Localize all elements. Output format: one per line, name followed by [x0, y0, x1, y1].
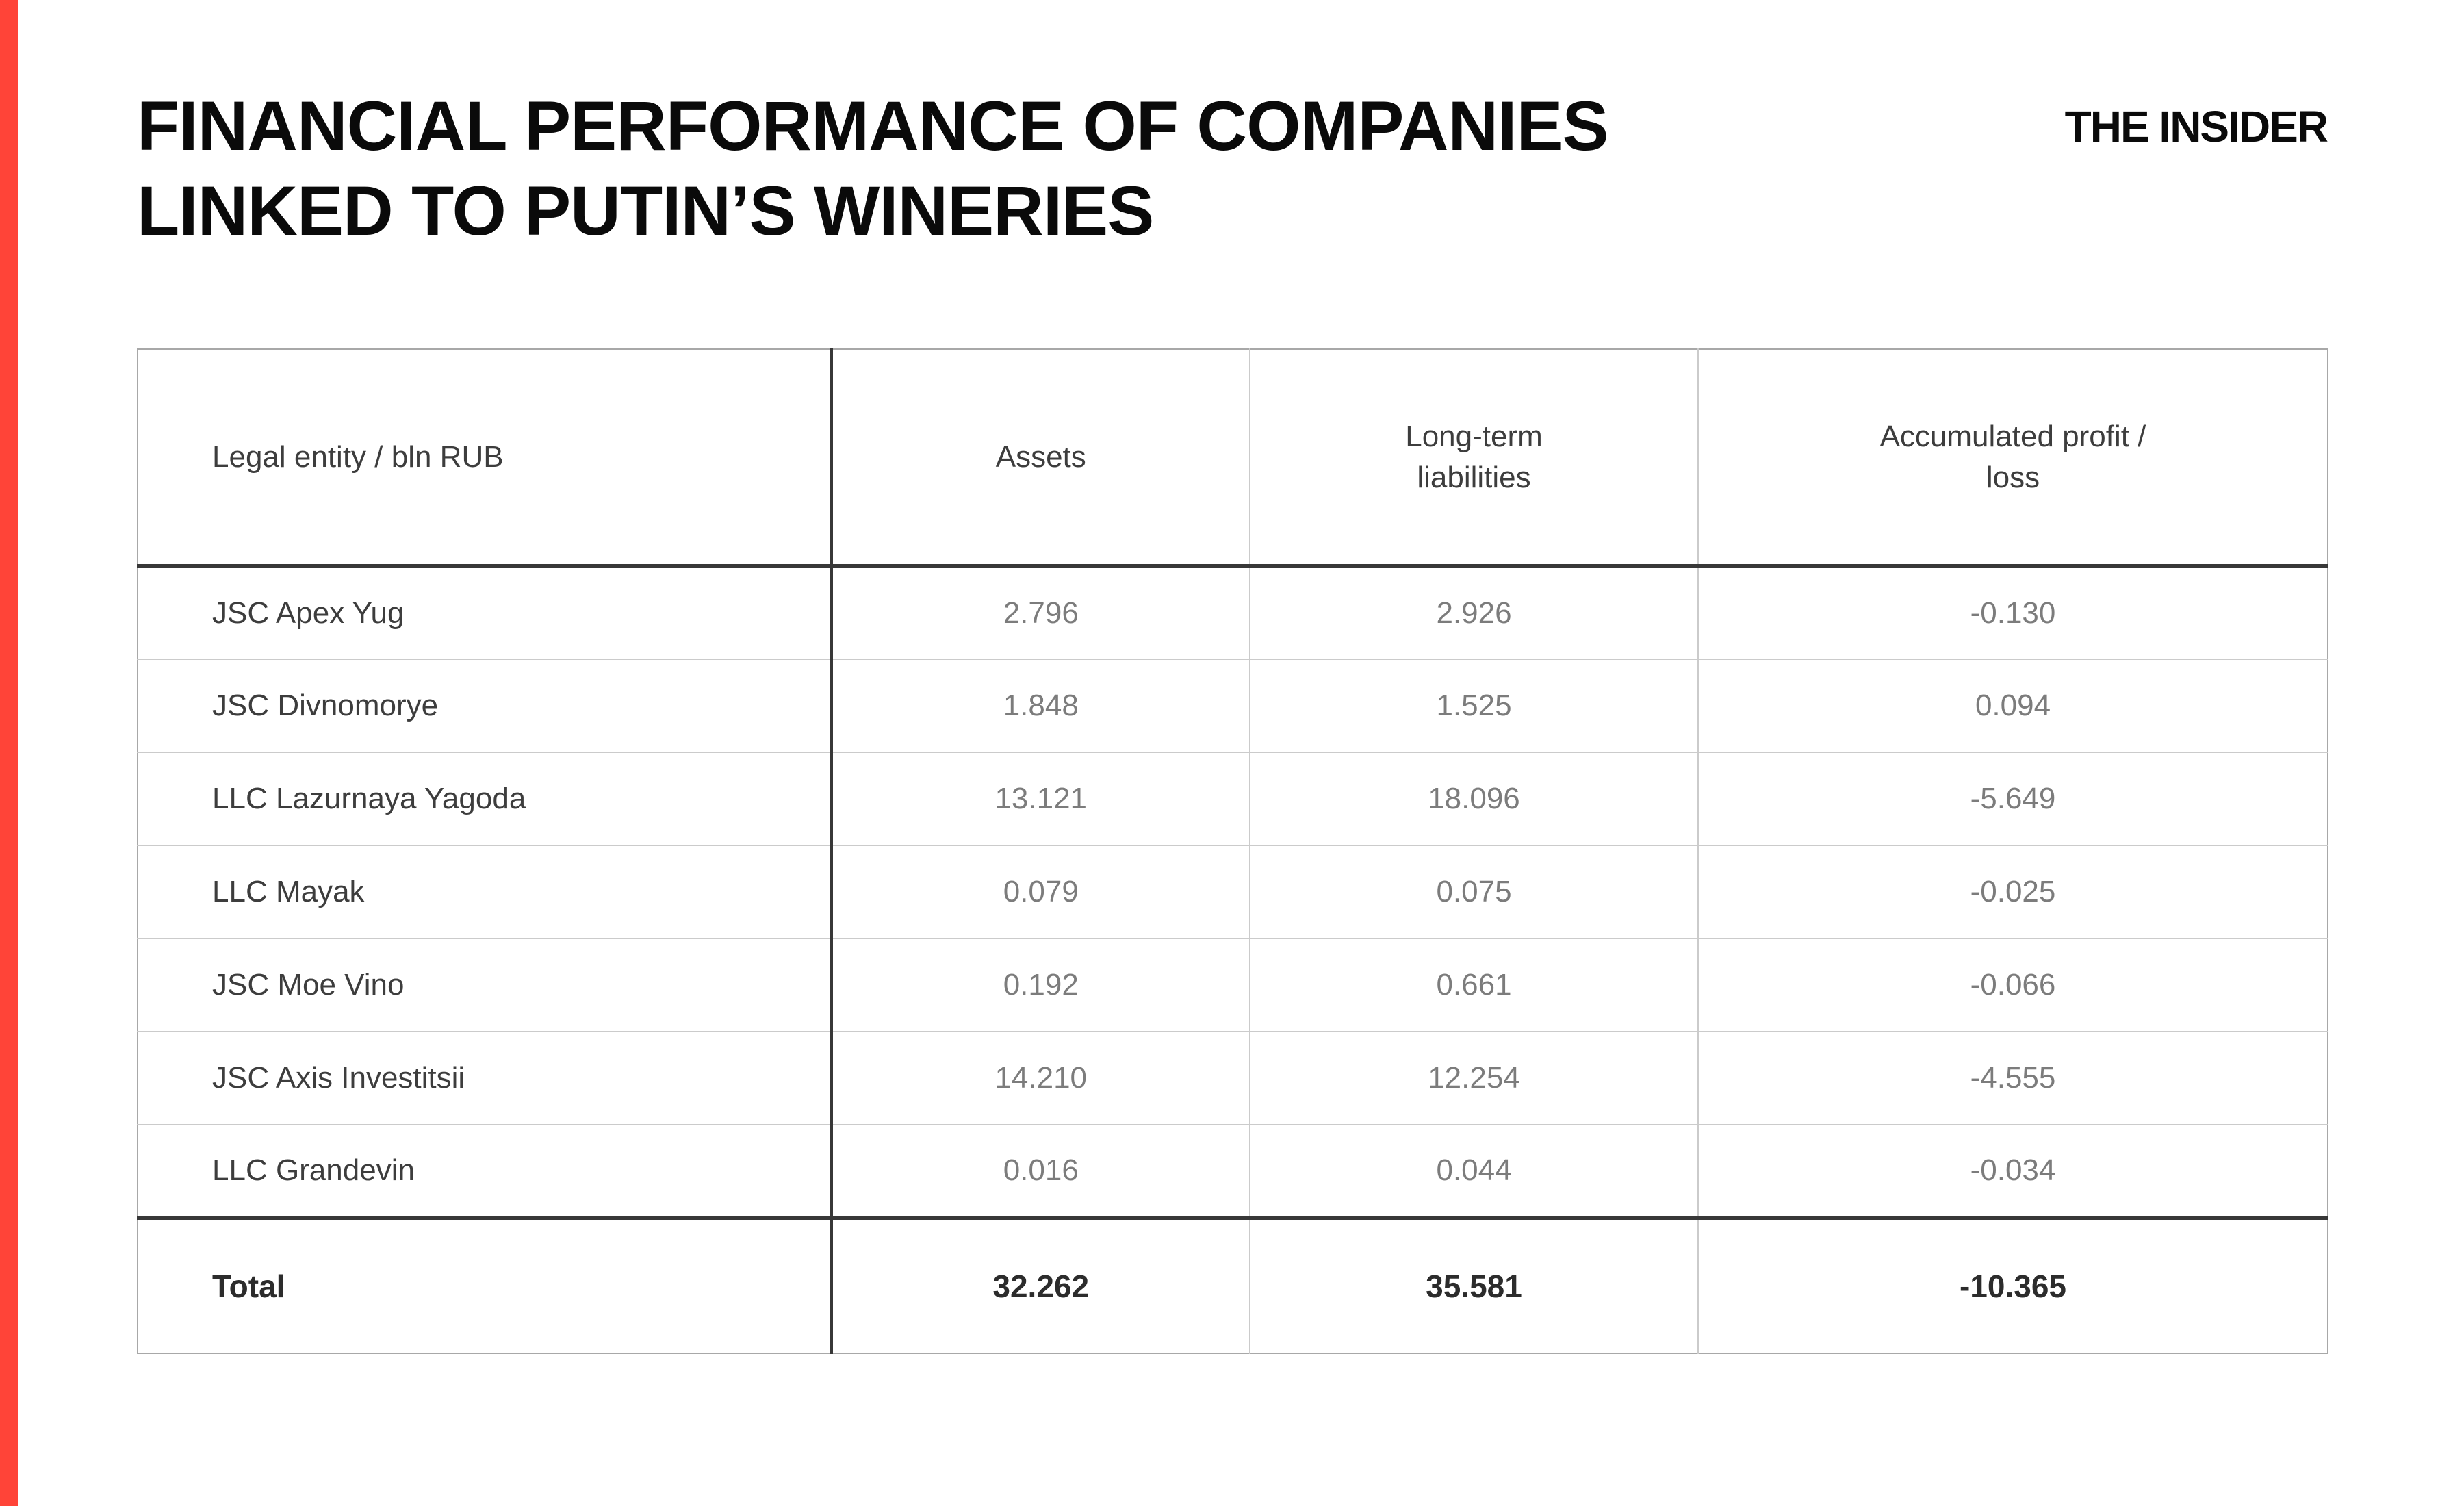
total-liabilities-cell: 35.581: [1250, 1218, 1699, 1353]
assets-cell: 0.079: [831, 845, 1250, 939]
total-profit-cell: -10.365: [1959, 1268, 2066, 1304]
assets-cell: 13.121: [831, 752, 1250, 846]
header-row: Legal entity / bln RUB Assets Long-term …: [138, 349, 2328, 568]
liabilities-cell: 2.926: [1250, 566, 1699, 660]
assets-cell: 1.848: [831, 659, 1250, 753]
profit-cell: 0.094: [1698, 659, 2328, 753]
table-row-moe-vino: JSC Moe Vino 0.192 0.661 -0.066: [138, 939, 2328, 1032]
profit-cell: -0.034: [1698, 1125, 2328, 1220]
profit-cell: -0.130: [1698, 566, 2328, 660]
col-header-liabilities: Long-term liabilities: [1250, 349, 1699, 568]
profit-cell: -0.025: [1698, 845, 2328, 939]
col-header-profit: Accumulated profit / loss: [1698, 349, 2328, 568]
assets-cell: 0.192: [831, 939, 1250, 1032]
assets-cell: 0.016: [831, 1125, 1250, 1220]
total-assets-cell: 32.262: [831, 1218, 1250, 1353]
entity-cell: JSC Moe Vino: [138, 939, 833, 1032]
table-row-apex-yug: JSC Apex Yug 2.796 2.926 -0.130: [138, 566, 2328, 660]
assets-cell: 14.210: [831, 1032, 1250, 1125]
assets-cell: 2.796: [831, 566, 1250, 660]
liabilities-cell: 0.661: [1250, 939, 1699, 1032]
financial-table: Legal entity / bln RUB Assets Long-term …: [137, 348, 2328, 1354]
table-row-grandevin: LLC Grandevin 0.016 0.044 -0.034: [138, 1125, 2328, 1220]
table-row-mayak: LLC Mayak 0.079 0.075 -0.025: [138, 845, 2328, 939]
brand-logo: THE INSIDER: [2064, 102, 2328, 151]
table-row-divnomorye: JSC Divnomorye 1.848 1.525 0.094: [138, 659, 2328, 753]
total-label-cell: Total: [138, 1218, 833, 1353]
entity-cell: LLC Lazurnaya Yagoda: [138, 752, 833, 846]
entity-cell: JSC Divnomorye: [138, 659, 833, 753]
profit-cell: -0.066: [1698, 939, 2328, 1032]
profit-cell: -4.555: [1698, 1032, 2328, 1125]
profit-cell: -5.649: [1698, 752, 2328, 846]
col-header-entity: Legal entity / bln RUB: [138, 349, 833, 568]
liabilities-cell: 12.254: [1250, 1032, 1699, 1125]
liabilities-cell: 1.525: [1250, 659, 1699, 753]
col-header-assets: Assets: [831, 349, 1250, 568]
liabilities-cell: 18.096: [1250, 752, 1699, 846]
table-row-axis-investitsii: JSC Axis Investitsii 14.210 12.254 -4.55…: [138, 1032, 2328, 1125]
liabilities-cell: 0.075: [1250, 845, 1699, 939]
page-title: FINANCIAL PERFORMANCE OF COMPANIES LINKE…: [137, 87, 1609, 251]
entity-cell: JSC Axis Investitsii: [138, 1032, 833, 1125]
entity-cell: LLC Mayak: [138, 845, 833, 939]
entity-cell: LLC Grandevin: [138, 1125, 833, 1220]
accent-bar: [0, 0, 18, 1506]
total-row: Total 32.262 35.581 -10.365: [138, 1218, 2328, 1353]
liabilities-cell: 0.044: [1250, 1125, 1699, 1220]
entity-cell: JSC Apex Yug: [138, 566, 833, 660]
table-row-lazurnaya-yagoda: LLC Lazurnaya Yagoda 13.121 18.096 -5.64…: [138, 752, 2328, 846]
